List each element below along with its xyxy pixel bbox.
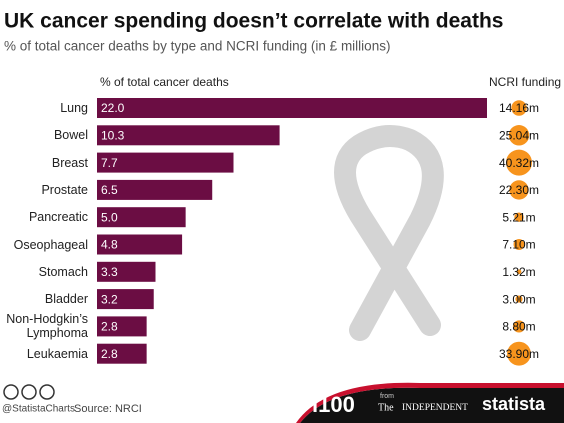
funding-bubble	[506, 149, 532, 176]
bar	[97, 234, 183, 255]
column-header: NCRI funding	[489, 75, 561, 89]
funding-bubble	[514, 212, 524, 222]
cc-icon	[39, 384, 55, 400]
bar-label: 2.8	[101, 320, 118, 334]
bar	[97, 207, 186, 228]
funding-label: 25.04m	[499, 128, 539, 142]
funding-bubble	[509, 180, 529, 200]
category-label: Pancreatic	[28, 210, 88, 225]
funding-label: 1.32m	[502, 265, 535, 279]
bar-label: 2.8	[101, 347, 118, 361]
bar	[97, 289, 154, 310]
funding-bubble	[512, 320, 526, 333]
funding-label: 5.21m	[502, 210, 535, 224]
funding-bubble	[508, 125, 530, 146]
bar-label: 6.5	[101, 183, 118, 197]
bar-label: 22.0	[101, 101, 125, 115]
funding-label: 22.30m	[499, 183, 539, 197]
bar	[97, 152, 234, 173]
bar	[97, 261, 156, 282]
bar	[97, 125, 280, 146]
chart-subtitle: % of total cancer deaths by type and NCR…	[4, 39, 390, 54]
funding-label: 14.16m	[499, 101, 539, 115]
category-label: Stomach	[38, 264, 88, 279]
i100-logo: i100	[312, 392, 355, 417]
footer-swoosh	[296, 382, 564, 423]
bar-label: 3.2	[101, 292, 118, 306]
funding-bubble	[513, 239, 525, 250]
the: The	[378, 402, 394, 413]
funding-bubble	[511, 100, 527, 116]
source: Source: NRCI	[74, 403, 142, 415]
bar-label: 4.8	[101, 238, 118, 252]
category-label: Bladder	[44, 292, 88, 307]
funding-label: 8.80m	[502, 320, 535, 334]
cc-icon	[21, 384, 37, 400]
bar-label: 3.3	[101, 265, 118, 279]
footer-band	[300, 387, 564, 423]
bar-label: 7.7	[101, 156, 118, 170]
funding-label: 3.00m	[502, 292, 535, 306]
category-label: Breast	[51, 155, 88, 170]
bar	[97, 316, 147, 337]
bar	[97, 343, 147, 364]
category-label: Lung	[60, 101, 88, 115]
category-label: Non-Hodgkin’s Lymphoma	[6, 312, 88, 341]
category-label: Oseophageal	[13, 237, 88, 252]
cc-icon	[3, 384, 19, 400]
funding-label: 40.32m	[499, 156, 539, 170]
funding-label: 33.90m	[499, 347, 539, 361]
bar-label: 10.3	[101, 128, 125, 142]
independent: INDEPENDENT	[402, 403, 468, 413]
funding-bubble	[515, 295, 523, 303]
statista-logo: statista	[482, 394, 546, 414]
bar	[97, 179, 213, 200]
chart-title: UK cancer spending doesn’t correlate wit…	[4, 10, 503, 33]
handle: @StatistaCharts	[2, 404, 75, 415]
funding-bubble	[516, 269, 522, 275]
funding-label: 7.10m	[502, 238, 535, 252]
bar	[97, 98, 487, 118]
category-label: Prostate	[41, 182, 88, 197]
category-label: Leukaemia	[26, 346, 88, 361]
ribbon-decoration	[334, 125, 444, 341]
column-header: % of total cancer deaths	[100, 75, 229, 89]
bar-label: 5.0	[101, 210, 118, 224]
from: from	[380, 393, 394, 400]
footer: @StatistaCharts Source: NRCI i100 from T…	[2, 382, 564, 423]
funding-bubble	[507, 341, 531, 366]
category-label: Bowel	[53, 128, 88, 143]
